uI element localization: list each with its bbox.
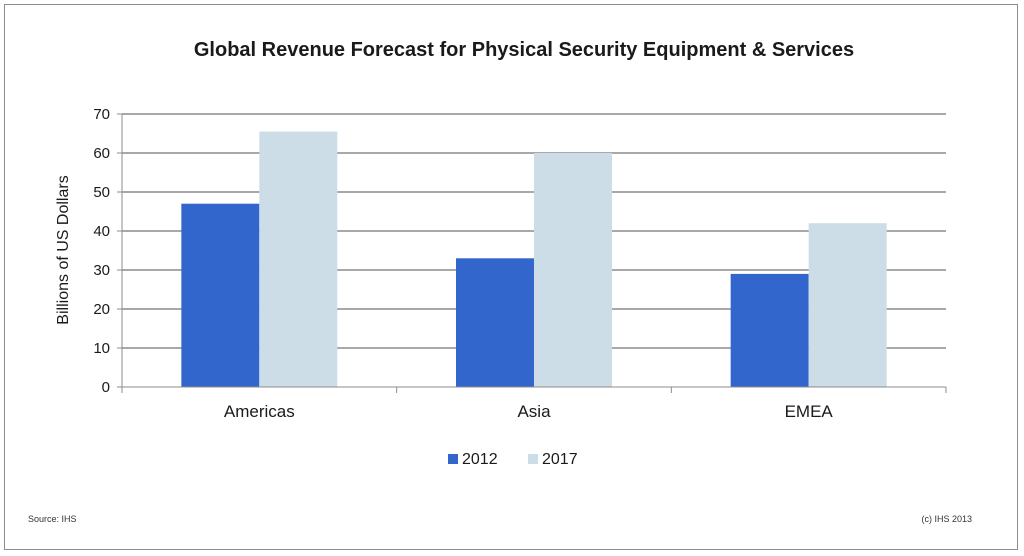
bar-asia-2012 [456, 258, 534, 387]
y-tick-label: 30 [93, 262, 110, 279]
copyright-note: (c) IHS 2013 [921, 514, 972, 524]
y-tick-label: 40 [93, 223, 110, 240]
y-tick-label: 0 [102, 379, 110, 396]
y-tick-label: 70 [93, 106, 110, 123]
bar-emea-2017 [808, 223, 887, 387]
bar-asia-2017 [534, 153, 612, 387]
y-tick-label: 50 [93, 184, 110, 201]
bar-americas-2017 [259, 131, 338, 387]
legend-swatch [528, 454, 538, 464]
y-tick-label: 20 [93, 301, 110, 318]
y-tick-label: 60 [93, 145, 110, 162]
source-note: Source: IHS [28, 514, 77, 524]
y-axis-label: Billions of US Dollars [55, 175, 72, 324]
bar-americas-2012 [181, 203, 260, 387]
legend-item-2012: 2012 [448, 451, 498, 468]
x-category-label: Asia [517, 402, 551, 421]
legend: 2012 2017 [448, 451, 578, 468]
y-axis-ticks: 0 10 20 30 40 50 60 70 [93, 106, 122, 396]
x-axis-categories: Americas Asia EMEA [121, 387, 947, 421]
legend-item-2017: 2017 [528, 451, 578, 468]
chart-title: Global Revenue Forecast for Physical Sec… [194, 39, 854, 61]
legend-label: 2012 [462, 451, 498, 468]
x-category-label: EMEA [785, 402, 834, 421]
bars [181, 131, 887, 387]
y-tick-label: 10 [93, 340, 110, 357]
bar-emea-2012 [730, 273, 809, 387]
x-category-label: Americas [224, 402, 295, 421]
legend-swatch [448, 454, 458, 464]
legend-label: 2017 [542, 451, 578, 468]
